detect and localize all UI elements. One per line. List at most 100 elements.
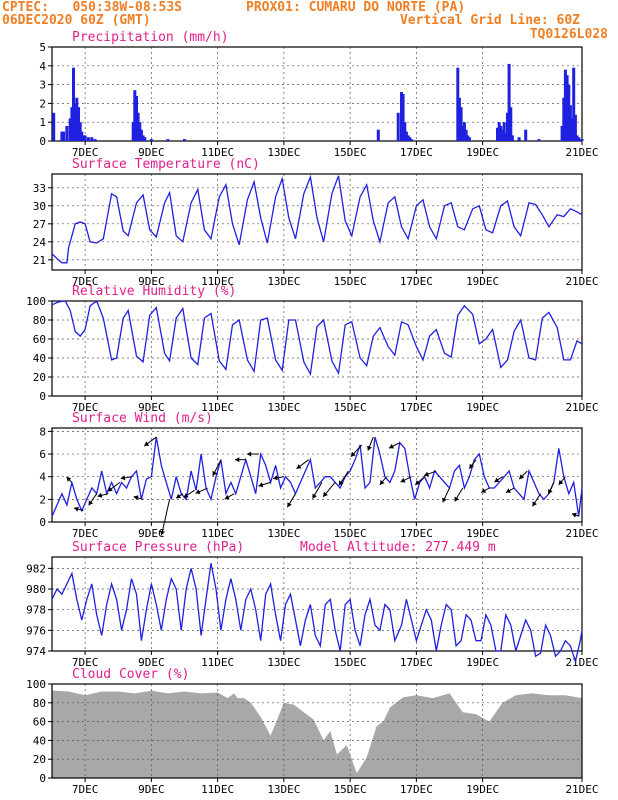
y-tick-label: 982 — [26, 562, 46, 575]
y-tick-label: 978 — [26, 604, 46, 617]
precip-bar — [517, 137, 521, 141]
wind-vector-head — [519, 474, 525, 480]
precip-bar — [136, 112, 140, 141]
precip-bar — [400, 92, 403, 141]
panel-3: 0 2 4 6 8 7DEC 9DEC 11DEC 13DEC 15DEC 17DEC 19DEC 21… — [39, 411, 598, 540]
x-tick-label: 7DEC — [72, 783, 99, 796]
x-tick-label: 13DEC — [267, 656, 300, 669]
y-tick-label: 24 — [33, 236, 47, 249]
y-tick-label: 0 — [39, 772, 46, 785]
precip-bar — [501, 129, 504, 141]
precip-bar — [567, 84, 571, 141]
y-tick-label: 60 — [33, 333, 46, 346]
x-tick-label: 15DEC — [334, 146, 367, 159]
precip-bar — [510, 135, 514, 141]
precip-bar — [396, 112, 400, 141]
x-tick-label: 9DEC — [138, 275, 165, 288]
wind-vector-head — [144, 441, 150, 447]
wind-vector-head — [442, 497, 447, 503]
precip-bar — [131, 122, 135, 141]
wind-vector-head — [379, 479, 385, 485]
y-tick-label: 4 — [39, 471, 46, 484]
x-tick-label: 13DEC — [267, 275, 300, 288]
header-model: TQ0126L028 — [529, 27, 608, 42]
precip-bar — [456, 67, 460, 141]
y-tick-label: 80 — [33, 314, 46, 327]
wind-vector-head — [88, 500, 94, 506]
y-tick-label: 980 — [26, 583, 46, 596]
wind-vector-head — [287, 502, 292, 508]
y-tick-label: 2 — [39, 97, 46, 110]
panel-title: Relative Humidity (%) — [72, 284, 236, 299]
x-tick-label: 17DEC — [400, 146, 433, 159]
series-line — [51, 563, 583, 664]
wind-vector-head — [66, 477, 72, 482]
y-tick-label: 21 — [33, 254, 46, 267]
x-tick-label: 9DEC — [138, 401, 165, 414]
precip-bar — [563, 69, 567, 141]
precip-bar — [565, 75, 569, 141]
x-tick-label: 19DEC — [466, 146, 499, 159]
x-tick-label: 15DEC — [334, 527, 367, 540]
y-tick-label: 6 — [39, 448, 46, 461]
precip-bar — [183, 139, 186, 141]
wind-vector-head — [212, 470, 218, 476]
wind-vector-head — [176, 493, 182, 499]
wind-vector-head — [339, 480, 344, 486]
precip-bar — [409, 139, 413, 141]
x-tick-label: 9DEC — [138, 527, 165, 540]
wind-vector-head — [235, 457, 240, 463]
y-tick-label: 3 — [39, 79, 46, 92]
y-tick-label: 4 — [39, 60, 46, 73]
y-tick-label: 0 — [39, 516, 46, 529]
x-tick-label: 19DEC — [466, 401, 499, 414]
header-date: 06DEC2020 60Z (GMT) — [2, 13, 151, 28]
x-tick-label: 15DEC — [334, 783, 367, 796]
series-line — [51, 436, 583, 517]
wind-vector-head — [350, 451, 356, 457]
y-tick-label: 100 — [26, 678, 46, 691]
wind-vector-head — [454, 496, 460, 502]
precip-bar — [459, 107, 463, 141]
y-tick-label: 2 — [39, 493, 46, 506]
x-tick-label: 19DEC — [466, 656, 499, 669]
precip-bar — [65, 126, 69, 141]
precip-bar — [401, 94, 405, 141]
panel-0: 0 1 2 3 4 5 7DEC 9DEC 11DEC 13DEC 15DEC 17DEC 19DEC 2… — [39, 30, 598, 159]
y-tick-label: 1 — [39, 116, 46, 129]
precip-bar — [562, 97, 566, 141]
panel-frame — [51, 300, 583, 397]
x-tick-label: 11DEC — [201, 656, 234, 669]
wind-vector-head — [224, 494, 230, 500]
precip-bar — [466, 135, 470, 141]
precip-bar — [497, 122, 501, 141]
series-line — [51, 174, 583, 264]
wind-vector-head — [547, 489, 553, 495]
cloud-cover-area — [52, 690, 582, 778]
wind-vector-head — [389, 443, 394, 449]
x-tick-label: 15DEC — [334, 656, 367, 669]
precip-bar — [141, 135, 145, 141]
header-grid-line: Vertical Grid Line: 60Z — [399, 13, 580, 28]
wind-vector-head — [532, 501, 537, 507]
x-tick-label: 21DEC — [565, 656, 598, 669]
precip-bar — [464, 129, 468, 141]
precip-bar — [70, 107, 74, 141]
precip-bar — [578, 139, 582, 141]
x-tick-label: 11DEC — [201, 146, 234, 159]
wind-vector-head — [424, 471, 429, 477]
x-tick-label: 17DEC — [400, 401, 433, 414]
precip-bar — [166, 139, 170, 141]
precip-bar — [62, 131, 66, 141]
y-tick-label: 100 — [26, 295, 46, 308]
x-tick-label: 11DEC — [201, 527, 234, 540]
panel-5: 0 20 40 60 80 100 7DEC 9DEC 11DEC 13DEC 15DEC 17DEC… — [26, 667, 598, 796]
y-tick-label: 40 — [33, 352, 46, 365]
y-tick-label: 60 — [33, 716, 46, 729]
y-tick-label: 20 — [33, 753, 46, 766]
precip-bar — [143, 137, 147, 141]
x-tick-label: 11DEC — [201, 783, 234, 796]
precip-bar — [78, 122, 82, 141]
x-tick-label: 9DEC — [138, 656, 165, 669]
